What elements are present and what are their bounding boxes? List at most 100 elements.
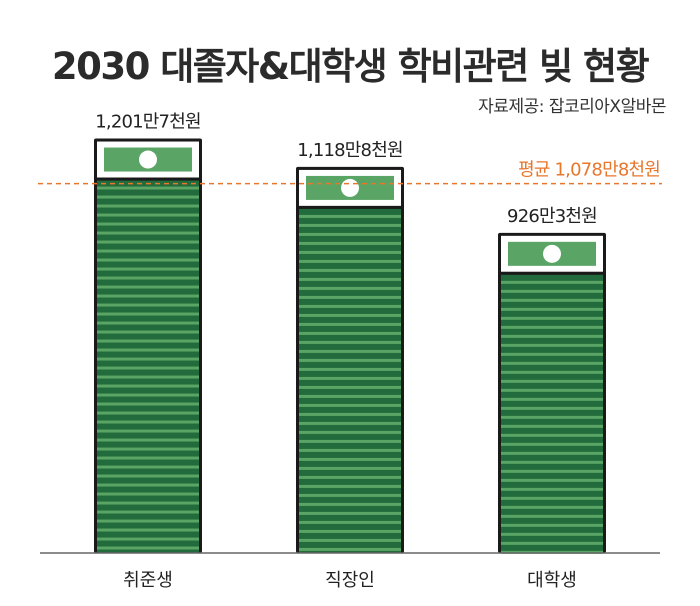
- bar-stripe: [299, 376, 401, 380]
- bar-stripe: [501, 370, 603, 374]
- bar-stripe: [97, 258, 199, 262]
- bar-stripe: [501, 298, 603, 302]
- bar-stripe: [501, 280, 603, 284]
- bar: [498, 232, 606, 554]
- category-label: 취준생: [123, 570, 173, 591]
- bar-stripe: [501, 406, 603, 410]
- bar-stripe: [299, 331, 401, 335]
- bar-stripe: [97, 429, 199, 433]
- bar-stripe: [501, 379, 603, 383]
- bill-coin: [341, 178, 359, 197]
- bar-stripe: [97, 267, 199, 271]
- bar-stripe: [299, 322, 401, 326]
- bars-layer: [94, 138, 606, 554]
- bar-stripe: [501, 289, 603, 293]
- bar-stripe: [299, 394, 401, 398]
- bar-stack: [501, 274, 603, 553]
- category-label: 대학생: [527, 570, 577, 591]
- bar-stripe: [299, 511, 401, 515]
- bar-stripe: [299, 349, 401, 353]
- bar: [296, 166, 404, 553]
- bar-stripe: [97, 483, 199, 487]
- bar-stripe: [299, 529, 401, 533]
- bar-stripe: [97, 249, 199, 253]
- bar-stripe: [299, 304, 401, 308]
- bar-stripe: [501, 352, 603, 356]
- bar-stripe: [97, 465, 199, 469]
- bar-stripe: [97, 492, 199, 496]
- bar-stripe: [501, 505, 603, 509]
- bar-stripe: [299, 484, 401, 488]
- bar-stripe: [299, 313, 401, 317]
- bar-stripe: [299, 268, 401, 272]
- bar-stripe: [97, 276, 199, 280]
- bar-stripe: [97, 303, 199, 307]
- bar-stripe: [97, 519, 199, 523]
- bar-stripe: [97, 510, 199, 514]
- average-label: 평균 1,078만8천원: [518, 160, 660, 181]
- bar-stripe: [501, 415, 603, 419]
- bar-stripe: [299, 403, 401, 407]
- bar-stripe: [299, 493, 401, 497]
- bar-stripe: [501, 496, 603, 500]
- bar-stripe: [501, 541, 603, 545]
- bar-stripe: [299, 439, 401, 443]
- bar-stripe: [97, 285, 199, 289]
- bar-stripe: [299, 538, 401, 542]
- bar-stripe: [299, 430, 401, 434]
- bar-stripe: [97, 456, 199, 460]
- bar-stripe: [97, 186, 199, 190]
- bar-stripe: [97, 393, 199, 397]
- bar-stripe: [299, 457, 401, 461]
- bar-stripe: [299, 241, 401, 245]
- bar-stripe: [97, 438, 199, 442]
- bar-stripe: [299, 448, 401, 452]
- bar-stripe: [97, 375, 199, 379]
- value-label: 1,118만8천원: [297, 140, 402, 161]
- bar-stripe: [97, 312, 199, 316]
- bar-stripe: [501, 433, 603, 437]
- bar-stripe: [97, 339, 199, 343]
- bar-stripe: [299, 223, 401, 227]
- bar-stripe: [299, 520, 401, 524]
- bar-stripe: [299, 385, 401, 389]
- bar-stripe: [97, 420, 199, 424]
- bar-stripe: [501, 514, 603, 518]
- bar-stripe: [501, 460, 603, 464]
- bar-stripe: [501, 424, 603, 428]
- bar-stripe: [97, 222, 199, 226]
- bar-stripe: [501, 532, 603, 536]
- bar-stripe: [299, 277, 401, 281]
- bill-coin: [139, 150, 157, 169]
- bar-stripe: [97, 546, 199, 550]
- bar-stripe: [97, 330, 199, 334]
- bar-stripe: [97, 321, 199, 325]
- source-note: 자료제공: 잡코리아X알바몬: [478, 97, 666, 117]
- bar-stripe: [501, 397, 603, 401]
- bar-stripe: [299, 340, 401, 344]
- bar-stripe: [299, 547, 401, 551]
- bar-stripe: [501, 316, 603, 320]
- bill-separator: [501, 271, 603, 275]
- bar-stripe: [97, 348, 199, 352]
- bar-stripe: [299, 214, 401, 218]
- bar-stripe: [97, 384, 199, 388]
- value-label: 926만3천원: [507, 206, 597, 227]
- bar-stripe: [299, 421, 401, 425]
- bar-stripe: [97, 231, 199, 235]
- bar-stripe: [299, 232, 401, 236]
- bar-stripe: [97, 240, 199, 244]
- bar-stripe: [97, 474, 199, 478]
- bar: [94, 138, 202, 554]
- bar-stripe: [299, 295, 401, 299]
- bar-stripe: [299, 466, 401, 470]
- bar-stripe: [299, 259, 401, 263]
- bar-stripe: [501, 487, 603, 491]
- bar-stripe: [97, 447, 199, 451]
- bill-separator: [97, 177, 199, 181]
- bar-stripe: [299, 412, 401, 416]
- bar-stripe: [299, 358, 401, 362]
- bar-stripe: [299, 475, 401, 479]
